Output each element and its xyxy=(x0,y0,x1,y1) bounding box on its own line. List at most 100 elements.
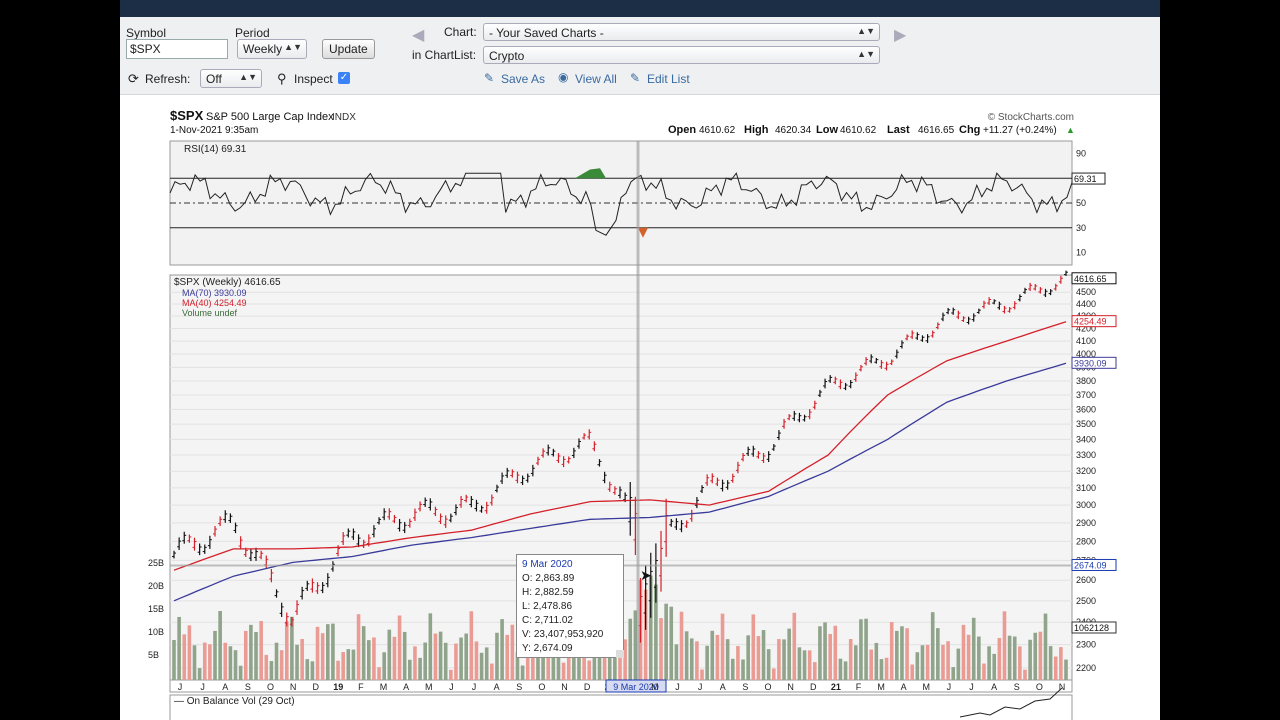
price-tick: 3500 xyxy=(1076,419,1096,429)
volume-legend: Volume undef xyxy=(182,308,238,318)
volume-bar xyxy=(464,633,469,680)
volume-bar xyxy=(561,662,566,680)
inspect-tooltip: 9 Mar 2020 O: 2,863.89 H: 2,882.59 L: 2,… xyxy=(516,554,624,658)
volume-bar xyxy=(197,668,202,680)
next-chart-arrow-icon[interactable]: ▶ xyxy=(894,27,907,44)
header-open-label: Open xyxy=(668,124,696,136)
volume-bar xyxy=(925,644,930,680)
chevron-updown-icon: ▲▼ xyxy=(239,72,257,82)
volume-bar xyxy=(710,630,715,680)
x-axis-label: S xyxy=(742,682,748,692)
volume-bar xyxy=(520,665,525,680)
volume-bar xyxy=(1028,639,1032,680)
saved-charts-select[interactable]: - Your Saved Charts - ▲▼ xyxy=(483,23,880,41)
volume-bar xyxy=(951,667,956,680)
volume-bar xyxy=(341,652,345,680)
view-all-link[interactable]: View All xyxy=(575,72,617,86)
inspect-checkbox[interactable]: ✓ xyxy=(338,72,350,84)
volume-bar xyxy=(438,631,443,680)
volume-tick: 10B xyxy=(148,627,164,637)
x-axis-label: D xyxy=(312,682,319,692)
volume-bar xyxy=(771,668,776,680)
volume-bar xyxy=(382,652,386,680)
rsi-overbought-fill xyxy=(575,168,606,179)
volume-bar xyxy=(792,612,797,680)
save-as-link[interactable]: Save As xyxy=(501,72,546,86)
ma40-tag-box xyxy=(1071,315,1117,328)
x-axis-label: A xyxy=(901,682,907,692)
volume-bar xyxy=(736,646,740,680)
price-tick: 3600 xyxy=(1076,404,1096,414)
tooltip-open: O: 2,863.89 xyxy=(522,573,575,584)
volume-bar xyxy=(279,650,284,680)
x-axis-label: A xyxy=(403,682,409,692)
volume-bar xyxy=(228,646,233,680)
ma70-tag-box xyxy=(1071,356,1117,369)
volume-bar xyxy=(449,669,453,680)
volume-bar xyxy=(854,645,858,680)
x-axis-label: 19 xyxy=(333,682,343,692)
volume-bar xyxy=(238,665,243,680)
edit-list-link[interactable]: Edit List xyxy=(647,72,690,86)
volume-bar xyxy=(484,647,489,680)
volume-bar xyxy=(910,664,915,680)
volume-bar xyxy=(915,652,920,680)
header-datetime: 1-Nov-2021 9:35am xyxy=(170,125,258,136)
chart-toolbar: Symbol Period Weekly▲▼ Update ⟳ Refresh:… xyxy=(120,17,1160,95)
x-axis-label: F xyxy=(856,682,862,692)
volume-bar xyxy=(643,589,648,680)
volume-bar xyxy=(187,625,192,680)
volume-bar xyxy=(905,628,909,680)
x-axis-label: O xyxy=(1036,682,1043,692)
volume-bar xyxy=(546,646,551,680)
tooltip-close: C: 2,711.02 xyxy=(522,615,573,626)
volume-bar xyxy=(361,626,366,680)
rsi-tick: 10 xyxy=(1076,248,1086,258)
save-icon: ✎ xyxy=(484,71,495,85)
chevron-updown-icon: ▲▼ xyxy=(857,49,875,59)
chartlist-select[interactable]: Crypto ▲▼ xyxy=(483,46,880,64)
refresh-icon[interactable]: ⟳ xyxy=(128,71,139,86)
volume-bar xyxy=(1002,611,1007,680)
volume-bar xyxy=(223,642,228,680)
volume-bar xyxy=(777,639,781,680)
x-axis-label: J xyxy=(178,682,183,692)
volume-bar xyxy=(387,629,392,680)
volume-tick: 20B xyxy=(148,581,164,591)
volume-bar xyxy=(843,661,848,680)
x-axis-label: N xyxy=(290,682,297,692)
x-axis-current-box xyxy=(605,679,667,693)
volume-bar xyxy=(807,650,812,680)
price-tick: 4100 xyxy=(1076,336,1096,346)
tooltip-y: Y: 2,674.09 xyxy=(522,643,573,654)
volume-bar xyxy=(495,632,499,680)
volume-bar xyxy=(654,584,658,680)
refresh-select[interactable]: Off ▲▼ xyxy=(200,69,262,88)
symbol-input[interactable] xyxy=(126,39,228,59)
update-button[interactable]: Update xyxy=(322,39,375,59)
volume-bar xyxy=(413,646,417,680)
header-last-value: 4616.65 xyxy=(918,125,955,136)
volume-bar xyxy=(254,632,258,680)
volume-bar xyxy=(674,644,679,680)
volume-bar xyxy=(490,663,494,680)
period-select[interactable]: Weekly ▲▼ xyxy=(237,39,307,59)
rsi-label: RSI(14) 69.31 xyxy=(184,144,247,155)
volume-tick: 5B xyxy=(148,650,159,660)
chartlist-label: in ChartList: xyxy=(412,48,477,62)
volume-bar xyxy=(828,633,832,680)
x-axis-label: M xyxy=(651,682,659,692)
volume-bar xyxy=(320,633,325,680)
x-axis-label: A xyxy=(991,682,997,692)
volume-bar xyxy=(746,635,750,680)
volume-bar xyxy=(474,641,479,680)
x-axis-label: 9 Mar 2020 xyxy=(613,682,659,692)
volume-bar xyxy=(741,659,745,680)
volume-bar xyxy=(346,649,351,680)
x-axis-label: N xyxy=(1059,682,1066,692)
previous-chart-arrow-icon[interactable]: ◀ xyxy=(412,27,425,44)
volume-bar xyxy=(879,659,884,680)
ma70-legend: MA(70) 3930.09 xyxy=(182,288,247,298)
volume-bar xyxy=(823,622,827,680)
